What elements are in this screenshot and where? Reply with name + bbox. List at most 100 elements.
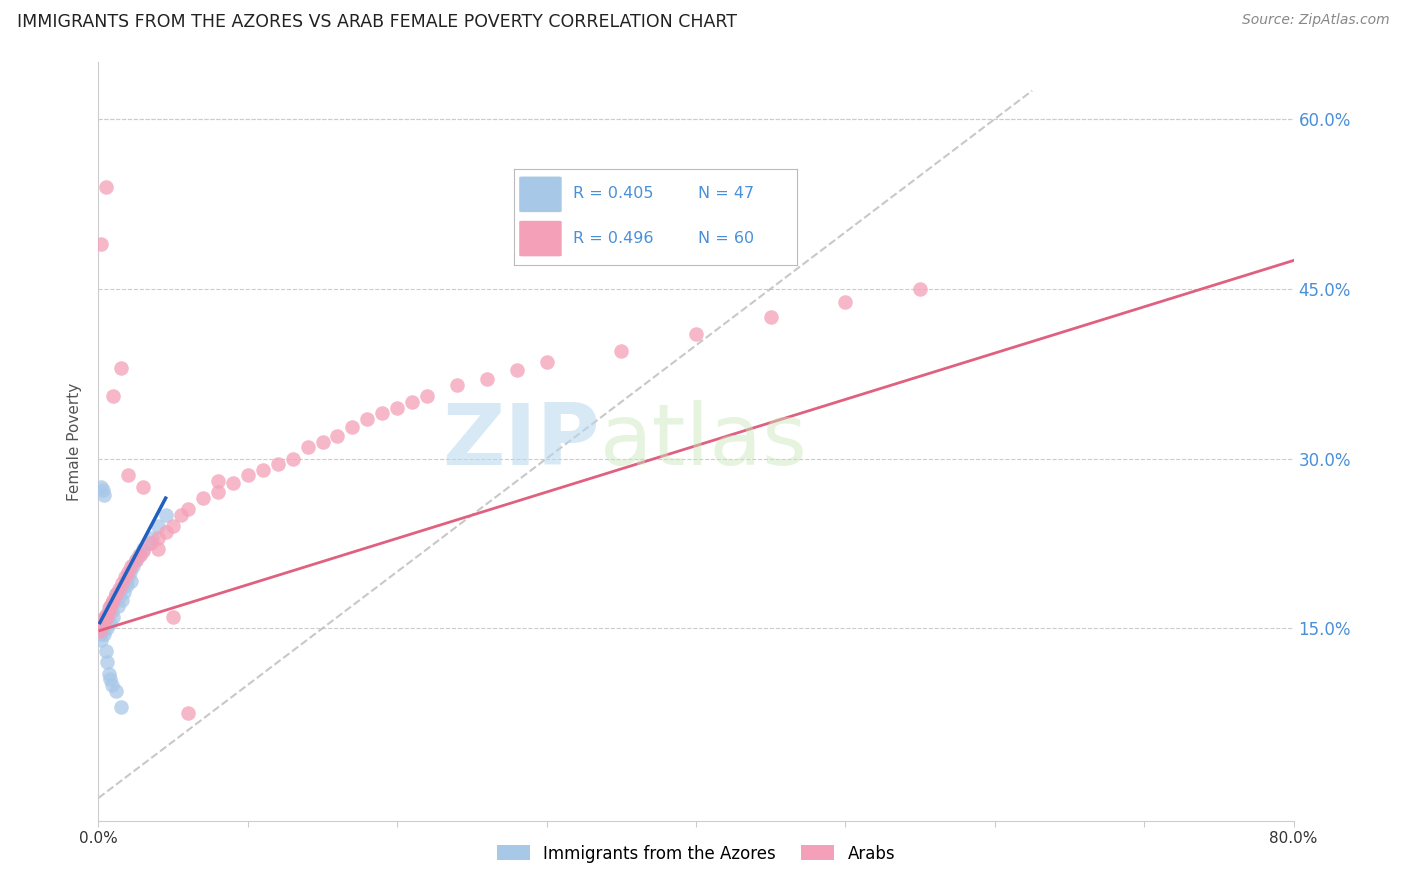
Point	[132, 480, 155, 494]
Point	[94, 615, 117, 630]
Point	[110, 361, 132, 376]
Point	[103, 610, 125, 624]
Point	[111, 593, 134, 607]
Point	[90, 619, 112, 633]
Point	[446, 378, 468, 392]
Point	[117, 565, 139, 579]
Point	[105, 587, 128, 601]
Point	[91, 624, 114, 638]
Point	[120, 574, 142, 588]
Point	[97, 604, 120, 618]
Point	[401, 395, 423, 409]
Point	[177, 706, 200, 720]
Text: IMMIGRANTS FROM THE AZORES VS ARAB FEMALE POVERTY CORRELATION CHART: IMMIGRANTS FROM THE AZORES VS ARAB FEMAL…	[17, 13, 737, 31]
Point	[101, 596, 124, 610]
Point	[96, 621, 118, 635]
Point	[128, 548, 150, 562]
Text: N = 47: N = 47	[697, 186, 754, 202]
Point	[110, 700, 132, 714]
Point	[107, 599, 129, 613]
Point	[132, 544, 155, 558]
Point	[121, 559, 143, 574]
Point	[90, 632, 112, 647]
Point	[297, 440, 319, 454]
Point	[169, 508, 191, 522]
Point	[117, 570, 139, 584]
Point	[536, 355, 558, 369]
Point	[89, 615, 111, 630]
Point	[356, 412, 378, 426]
Point	[125, 553, 148, 567]
Legend: Immigrants from the Azores, Arabs: Immigrants from the Azores, Arabs	[489, 838, 903, 869]
Point	[610, 344, 633, 359]
Point	[103, 389, 125, 403]
Point	[94, 607, 117, 622]
Point	[114, 576, 136, 591]
Point	[342, 420, 364, 434]
Point	[371, 406, 394, 420]
Point	[475, 372, 498, 386]
Point	[125, 553, 148, 567]
Point	[155, 524, 177, 539]
Point	[162, 519, 184, 533]
Point	[103, 593, 125, 607]
Point	[267, 457, 290, 471]
Text: ZIP: ZIP	[443, 400, 600, 483]
Point	[108, 590, 131, 604]
Point	[115, 578, 138, 592]
Point	[96, 655, 118, 669]
Point	[326, 429, 349, 443]
Point	[108, 582, 131, 596]
Point	[132, 542, 155, 557]
Point	[252, 463, 274, 477]
Point	[110, 582, 132, 596]
Point	[191, 491, 214, 505]
Point	[101, 604, 124, 618]
Point	[105, 683, 128, 698]
Point	[98, 599, 122, 613]
Point	[90, 236, 112, 251]
Point	[120, 559, 142, 574]
Y-axis label: Female Poverty: Female Poverty	[67, 383, 83, 500]
Point	[207, 474, 229, 488]
Point	[90, 480, 112, 494]
Point	[117, 468, 139, 483]
Text: R = 0.405: R = 0.405	[574, 186, 654, 202]
Point	[91, 612, 114, 626]
Point	[416, 389, 439, 403]
Text: atlas: atlas	[600, 400, 808, 483]
Point	[97, 600, 120, 615]
Point	[685, 326, 707, 341]
Point	[93, 619, 115, 633]
Point	[111, 576, 134, 591]
Point	[98, 615, 122, 630]
Point	[141, 531, 163, 545]
Point	[207, 485, 229, 500]
Point	[90, 621, 112, 635]
Point	[112, 585, 135, 599]
Point	[834, 295, 856, 310]
Point	[89, 624, 111, 638]
Point	[98, 672, 122, 686]
Point	[118, 565, 141, 579]
Point	[93, 488, 115, 502]
Point	[114, 570, 136, 584]
Point	[236, 468, 259, 483]
Point	[103, 596, 125, 610]
Point	[506, 363, 529, 377]
Point	[281, 451, 304, 466]
Point	[222, 476, 245, 491]
Point	[93, 627, 115, 641]
Point	[177, 502, 200, 516]
Point	[89, 627, 111, 641]
Point	[91, 483, 114, 498]
Point	[94, 180, 117, 194]
Point	[94, 610, 117, 624]
FancyBboxPatch shape	[519, 221, 562, 256]
Point	[94, 644, 117, 658]
Point	[129, 548, 152, 562]
Point	[101, 678, 124, 692]
Point	[908, 282, 931, 296]
Point	[162, 610, 184, 624]
Point	[155, 508, 177, 522]
